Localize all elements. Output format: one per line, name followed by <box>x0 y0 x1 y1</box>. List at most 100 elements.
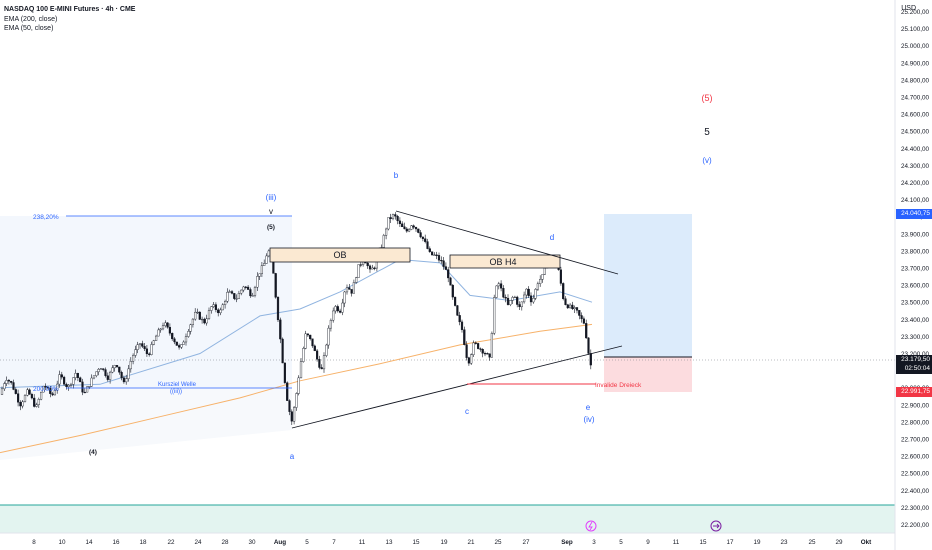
candle-body <box>46 387 50 389</box>
candle <box>244 286 247 290</box>
candle <box>226 288 229 304</box>
candle-body <box>451 284 454 298</box>
candle <box>7 379 10 385</box>
candle-body <box>256 276 259 288</box>
target-zone <box>604 214 692 357</box>
candle <box>237 290 240 299</box>
candle <box>136 341 139 354</box>
candle <box>345 284 349 295</box>
candle <box>520 301 523 311</box>
candle-body <box>472 342 475 355</box>
candle-body <box>509 300 512 305</box>
candle-body <box>373 267 376 269</box>
candle-body <box>495 285 498 298</box>
candle-body <box>53 389 56 396</box>
candle <box>44 383 47 391</box>
y-tick-label: 24.600,00 <box>901 112 930 119</box>
candle-body <box>79 377 82 383</box>
x-tick-label: 22 <box>167 539 175 546</box>
candle <box>276 296 280 322</box>
candle <box>334 304 337 314</box>
indicator-ema50-label[interactable]: EMA (50, close) <box>4 25 54 32</box>
x-tick-label: Aug <box>274 539 286 546</box>
background-layer <box>0 214 895 533</box>
candle <box>304 330 307 350</box>
candle <box>141 340 144 349</box>
candle <box>451 283 454 300</box>
ema-layer <box>0 258 593 454</box>
candle <box>387 217 390 231</box>
wave-label-5-small: (5) <box>267 224 275 231</box>
candle <box>65 382 68 390</box>
candle <box>0 386 4 396</box>
y-tick-label: 22.300,00 <box>901 505 930 512</box>
candle-body <box>477 343 480 349</box>
candle <box>311 338 314 348</box>
candle <box>164 320 167 328</box>
candle <box>143 343 146 351</box>
candle <box>405 227 408 233</box>
candle-body <box>481 349 484 354</box>
candle <box>539 275 542 287</box>
candle-body <box>297 377 300 394</box>
candle <box>30 392 33 400</box>
candle-body <box>221 304 224 311</box>
candle-body <box>168 326 171 334</box>
candle <box>115 364 119 368</box>
candle <box>424 234 427 244</box>
drawing-layer: 238,20% 200,00% Kursziel Welle((iii)) OB OB … <box>33 93 722 532</box>
candle <box>67 383 70 391</box>
candle <box>12 379 15 391</box>
candle-body <box>569 304 572 309</box>
candle-body <box>523 294 526 303</box>
candle-body <box>327 327 330 346</box>
candle-body <box>90 377 93 387</box>
candle-body <box>329 319 332 329</box>
candle-body <box>460 321 464 330</box>
candle <box>536 281 539 292</box>
candle <box>504 294 507 303</box>
candle <box>449 276 452 286</box>
y-tick-label: 24.700,00 <box>901 95 930 102</box>
candle-body <box>396 215 399 222</box>
candle <box>180 343 183 350</box>
candle-body <box>125 378 128 383</box>
event-arrow-icon-glyph <box>713 523 720 529</box>
candle <box>532 294 535 304</box>
indicator-ema200-label[interactable]: EMA (200, close) <box>4 16 58 23</box>
wave-label-v-blue: (v) <box>702 156 712 165</box>
y-tick-label: 23.800,00 <box>901 248 930 255</box>
candle-body <box>51 393 54 396</box>
candle <box>5 376 8 387</box>
candle <box>253 285 257 298</box>
x-tick-label: 5 <box>619 539 623 546</box>
candle-body <box>136 344 139 350</box>
candle <box>148 352 151 357</box>
candle-body <box>200 318 204 321</box>
candle-body <box>161 325 165 330</box>
candle-body <box>454 296 457 306</box>
candle-body <box>414 226 418 230</box>
candle <box>559 266 562 286</box>
x-tick-label: 19 <box>440 539 448 546</box>
candle <box>329 318 332 332</box>
candle-body <box>348 287 351 290</box>
y-tick-label: 23.700,00 <box>901 266 930 273</box>
candle <box>235 294 238 303</box>
candle-body <box>194 311 197 320</box>
candle-body <box>421 236 424 239</box>
y-tick-label: 22.800,00 <box>901 419 930 426</box>
candle <box>106 372 109 382</box>
x-tick-label: Sep <box>561 539 573 546</box>
candle <box>274 272 277 299</box>
candle <box>281 337 284 364</box>
candle-body <box>302 348 305 362</box>
candle <box>295 392 298 411</box>
candle-body <box>97 369 100 373</box>
candle <box>214 302 217 313</box>
candle-body <box>240 289 243 294</box>
candle <box>76 372 79 382</box>
candle-body <box>465 344 468 358</box>
candle-body <box>189 324 192 332</box>
